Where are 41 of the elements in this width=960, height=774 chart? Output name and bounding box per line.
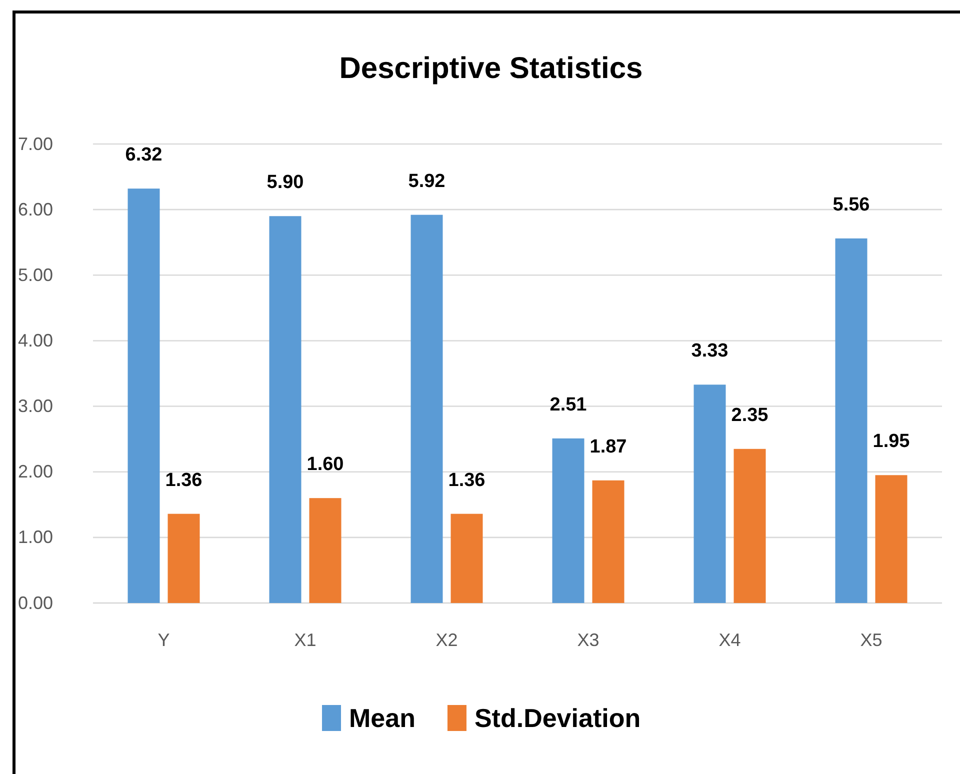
data-label: 5.90 (266, 172, 304, 194)
x-tick-label: X4 (718, 630, 741, 650)
data-label: 5.56 (832, 194, 870, 216)
data-label: 2.51 (550, 394, 588, 416)
x-tick-label: X1 (294, 630, 316, 650)
data-label: 1.60 (306, 454, 344, 476)
y-tick-label: 2.00 (18, 462, 54, 482)
y-tick-label: 1.00 (18, 527, 54, 548)
bar (128, 188, 160, 603)
bar (309, 498, 342, 603)
y-tick-label: 3.00 (18, 396, 54, 416)
bar (168, 514, 200, 603)
bar (875, 475, 908, 603)
data-label: 5.92 (408, 170, 446, 192)
legend-label: Mean (349, 703, 416, 733)
x-tick-label: Y (158, 630, 170, 650)
bar (694, 384, 726, 603)
x-tick-label: X5 (860, 630, 882, 650)
data-label: 3.33 (691, 340, 728, 362)
y-tick-label: 4.00 (18, 330, 54, 350)
data-label: 1.36 (448, 470, 486, 491)
bar (835, 238, 868, 603)
chart-title: Descriptive Statistics (339, 52, 643, 85)
y-tick-label: 6.00 (18, 199, 54, 220)
data-label: 1.36 (165, 470, 202, 491)
x-tick-label: X2 (436, 630, 458, 650)
data-label: 1.95 (872, 431, 910, 452)
bar (450, 514, 483, 603)
bar (734, 448, 766, 603)
legend-label: Std.Deviation (474, 703, 641, 733)
data-label: 1.87 (590, 436, 627, 458)
data-label: 2.35 (731, 404, 769, 426)
x-tick-label: X3 (577, 630, 600, 650)
y-tick-label: 5.00 (18, 264, 54, 285)
bar (269, 216, 302, 603)
bar (592, 480, 624, 603)
y-tick-label: 0.00 (18, 592, 54, 613)
data-label: 6.32 (125, 144, 162, 166)
bar (552, 438, 584, 603)
bar (410, 214, 443, 603)
y-tick-label: 7.00 (18, 134, 54, 154)
